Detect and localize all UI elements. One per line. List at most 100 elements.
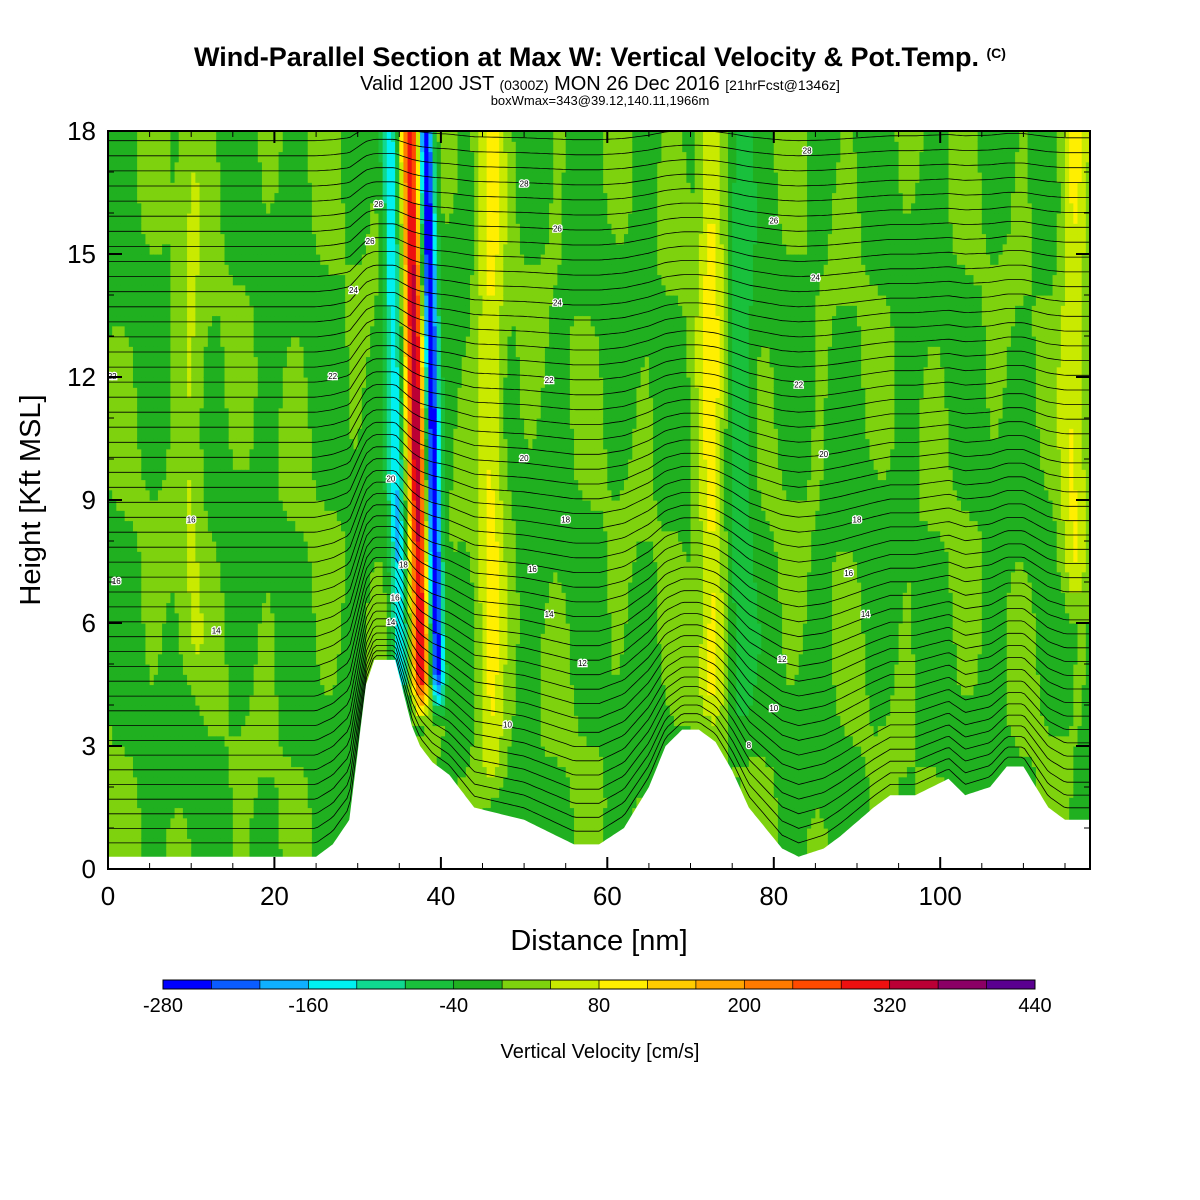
velocity-cell (241, 202, 246, 214)
velocity-cell (299, 643, 305, 655)
velocity-cell (203, 602, 209, 614)
valid-prefix: Valid 1200 JST (360, 73, 494, 95)
velocity-cell (332, 582, 338, 593)
velocity-cell (324, 561, 330, 573)
velocity-cell (141, 746, 147, 757)
velocity-cell (274, 694, 280, 706)
velocity-cell (132, 274, 138, 286)
velocity-cell (170, 407, 176, 419)
velocity-cell (220, 438, 226, 450)
velocity-cell (199, 489, 205, 501)
velocity-cell (378, 172, 384, 183)
velocity-cell (274, 674, 280, 686)
velocity-cell (245, 715, 251, 727)
velocity-cell (324, 161, 330, 173)
velocity-cell (132, 725, 138, 737)
velocity-cell (341, 756, 346, 768)
velocity-cell (249, 674, 255, 686)
velocity-cell (257, 776, 263, 788)
velocity-cell (249, 520, 255, 532)
velocity-cell (257, 797, 263, 809)
velocity-cell (195, 735, 201, 747)
velocity-cell (178, 479, 184, 491)
velocity-cell (261, 541, 267, 552)
velocity-cell (341, 776, 346, 788)
velocity-cell (157, 366, 163, 378)
velocity-cell (153, 612, 159, 624)
velocity-cell (261, 172, 267, 183)
velocity-cell (370, 428, 375, 440)
velocity-cell (286, 807, 292, 819)
velocity-cell (203, 510, 209, 522)
velocity-cell (178, 530, 184, 542)
velocity-cell (232, 448, 238, 460)
velocity-cell (191, 787, 196, 798)
velocity-cell (157, 664, 163, 675)
velocity-cell (307, 838, 313, 850)
velocity-cell (199, 848, 205, 860)
velocity-cell (328, 571, 334, 583)
velocity-cell (286, 787, 292, 798)
velocity-cell (361, 500, 367, 511)
velocity-cell (266, 264, 271, 276)
velocity-cell (182, 500, 188, 511)
velocity-cell (345, 387, 350, 399)
velocity-cell (374, 254, 380, 265)
velocity-cell (286, 172, 292, 183)
velocity-cell (241, 510, 246, 522)
velocity-cell (232, 838, 238, 850)
velocity-cell (270, 469, 276, 481)
velocity-cell (182, 797, 188, 809)
velocity-cell (216, 776, 221, 788)
velocity-cell (349, 571, 355, 583)
velocity-cell (341, 582, 346, 593)
velocity-cell (141, 787, 147, 798)
velocity-cell (178, 817, 184, 829)
velocity-cell (332, 479, 338, 491)
velocity-cell (112, 694, 117, 706)
velocity-cell (108, 500, 113, 511)
velocity-cell (286, 254, 292, 265)
velocity-cell (207, 459, 213, 470)
velocity-cell (187, 510, 192, 522)
velocity-cell (382, 623, 388, 634)
velocity-cell (162, 653, 167, 665)
velocity-cell (365, 284, 371, 296)
velocity-cell (120, 582, 126, 593)
velocity-cell (274, 243, 280, 255)
velocity-cell (382, 633, 388, 645)
velocity-cell (341, 684, 346, 696)
velocity-cell (266, 141, 271, 153)
velocity-cell (386, 315, 392, 327)
velocity-cell (236, 694, 242, 706)
velocity-cell (236, 459, 242, 470)
velocity-cell (336, 305, 342, 317)
velocity-cell (207, 797, 213, 809)
velocity-cell (282, 131, 288, 142)
velocity-cell (153, 418, 159, 429)
velocity-cell (370, 346, 375, 358)
velocity-cell (112, 530, 117, 542)
velocity-cell (220, 172, 226, 183)
velocity-cell (166, 551, 172, 563)
velocity-cell (253, 828, 259, 839)
velocity-cell (374, 192, 380, 204)
velocity-cell (257, 356, 263, 368)
velocity-cell (324, 356, 330, 368)
velocity-cell (157, 797, 163, 809)
velocity-cell (261, 223, 267, 235)
velocity-cell (203, 541, 209, 552)
velocity-cell (141, 684, 147, 696)
velocity-cell (112, 448, 117, 460)
velocity-cell (266, 336, 271, 347)
velocity-cell (216, 715, 221, 727)
velocity-cell (241, 746, 246, 757)
velocity-cell (266, 459, 271, 470)
velocity-cell (108, 264, 113, 276)
velocity-cell (299, 387, 305, 399)
velocity-cell (166, 131, 172, 142)
velocity-cell (212, 366, 217, 378)
velocity-cell (261, 551, 267, 563)
velocity-cell (182, 213, 188, 224)
velocity-cell (120, 264, 126, 276)
